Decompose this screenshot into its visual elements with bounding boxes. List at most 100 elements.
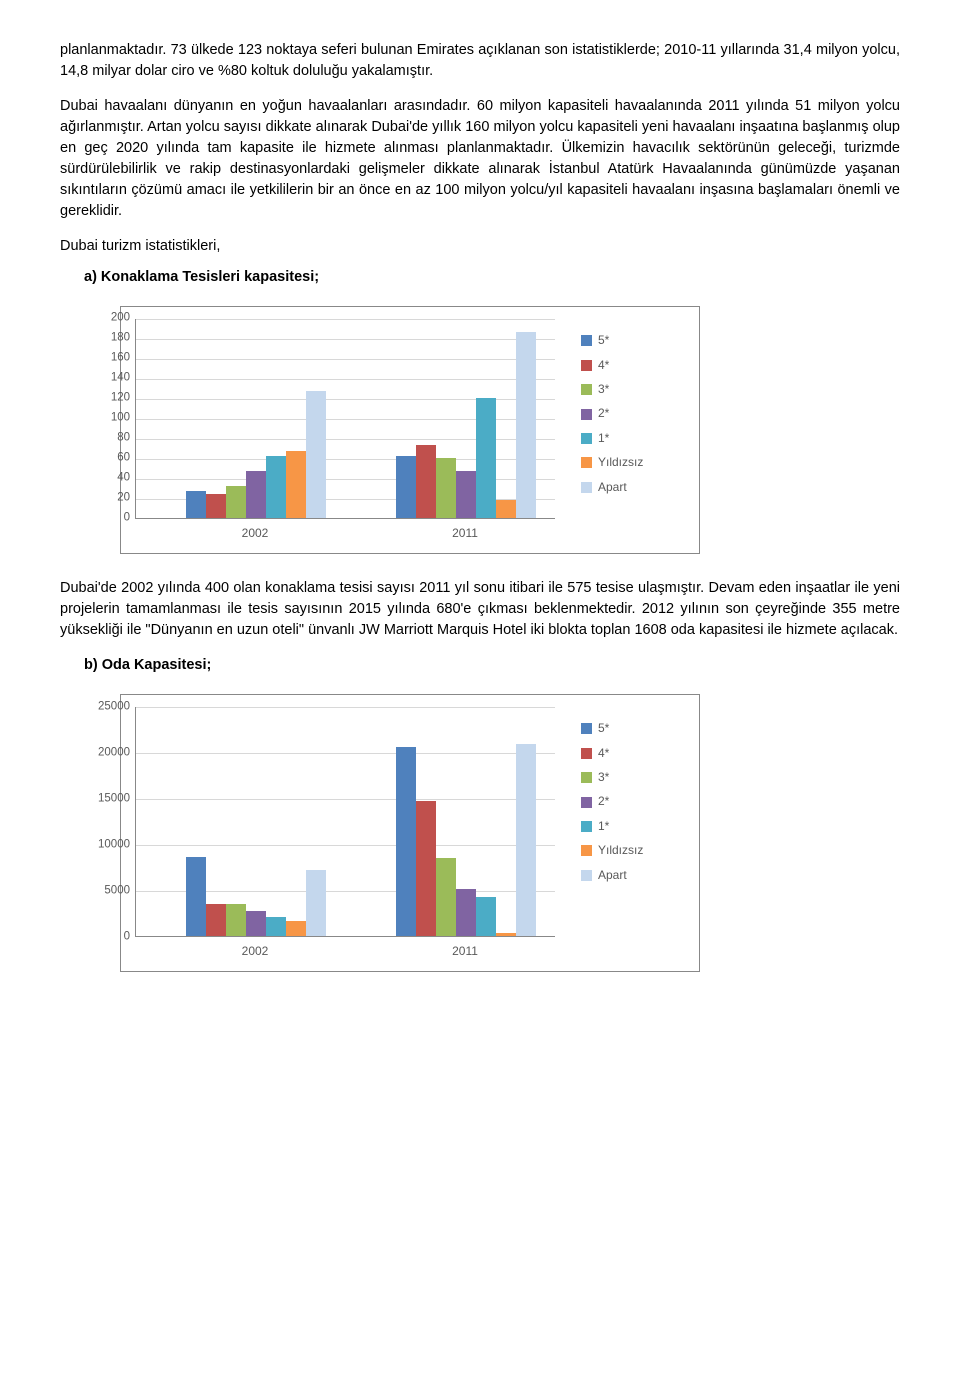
bar-1* — [476, 897, 496, 937]
y-tick-label: 200 — [111, 310, 136, 327]
legend-item: 3* — [581, 769, 643, 786]
bar-Yıldızsız — [286, 451, 306, 518]
legend-label: 3* — [598, 769, 609, 786]
y-tick-label: 60 — [117, 450, 136, 467]
legend-swatch — [581, 797, 592, 808]
legend-swatch — [581, 748, 592, 759]
legend-item: Apart — [581, 479, 643, 496]
bar-group — [186, 391, 326, 518]
legend-item: 4* — [581, 745, 643, 762]
legend-label: Apart — [598, 479, 627, 496]
accommodation-capacity-chart: 020406080100120140160180200 2002 2011 5* 4* 3… — [120, 306, 700, 554]
y-tick-label: 15000 — [98, 790, 136, 807]
mid-paragraph: Dubai'de 2002 yılında 400 olan konaklama… — [60, 578, 900, 641]
chart-1-container: 020406080100120140160180200 2002 2011 5* 4* 3… — [120, 306, 900, 554]
legend-item: 2* — [581, 405, 643, 422]
legend-item: 4* — [581, 357, 643, 374]
legend-label: 2* — [598, 405, 609, 422]
bar-Apart — [516, 332, 536, 518]
bar-Apart — [306, 391, 326, 518]
legend-item: 1* — [581, 818, 643, 835]
legend-item: Yıldızsız — [581, 842, 643, 859]
legend-item: 1* — [581, 430, 643, 447]
bar-1* — [266, 456, 286, 518]
y-tick-label: 25000 — [98, 698, 136, 715]
legend-swatch — [581, 870, 592, 881]
legend-item: 5* — [581, 332, 643, 349]
y-tick-label: 180 — [111, 330, 136, 347]
bar-Yıldızsız — [496, 500, 516, 518]
legend-swatch — [581, 409, 592, 420]
gridline — [136, 707, 555, 708]
legend-swatch — [581, 482, 592, 493]
legend-item: 5* — [581, 720, 643, 737]
legend-swatch — [581, 360, 592, 371]
bar-group — [396, 332, 536, 518]
bar-2* — [246, 471, 266, 518]
intro-paragraph-1: planlanmaktadır. 73 ülkede 123 noktaya s… — [60, 40, 900, 82]
legend-swatch — [581, 335, 592, 346]
y-tick-label: 5000 — [104, 882, 136, 899]
legend-swatch — [581, 772, 592, 783]
bar-Apart — [516, 744, 536, 936]
legend-label: 4* — [598, 357, 609, 374]
legend-label: 5* — [598, 720, 609, 737]
y-tick-label: 140 — [111, 370, 136, 387]
legend-label: 3* — [598, 381, 609, 398]
legend-label: 1* — [598, 818, 609, 835]
legend-item: 2* — [581, 793, 643, 810]
legend: 5* 4* 3* 2* 1* Yıldızsız Apart — [581, 713, 643, 891]
y-tick-label: 160 — [111, 350, 136, 367]
y-tick-label: 100 — [111, 410, 136, 427]
bar-Yıldızsız — [286, 921, 306, 937]
legend-swatch — [581, 821, 592, 832]
x-tick-label: 2002 — [185, 525, 325, 542]
legend-label: Yıldızsız — [598, 454, 643, 471]
legend: 5* 4* 3* 2* 1* Yıldızsız Apart — [581, 325, 643, 503]
legend-item: 3* — [581, 381, 643, 398]
legend-swatch — [581, 845, 592, 856]
plot: 020406080100120140160180200 — [135, 319, 555, 519]
bar-4* — [206, 904, 226, 936]
y-tick-label: 10000 — [98, 836, 136, 853]
legend-swatch — [581, 457, 592, 468]
list-item-b: b) Oda Kapasitesi; — [84, 655, 900, 676]
x-tick-label: 2011 — [395, 525, 535, 542]
y-tick-label: 0 — [124, 928, 136, 945]
legend-item: Apart — [581, 867, 643, 884]
bar-4* — [206, 494, 226, 518]
room-capacity-chart: 0500010000150002000025000200220115*4*3*2… — [120, 694, 700, 972]
list-item-a: a) Konaklama Tesisleri kapasitesi; — [84, 267, 900, 288]
stats-heading: Dubai turizm istatistikleri, — [60, 236, 900, 257]
bar-4* — [416, 801, 436, 936]
legend-label: 4* — [598, 745, 609, 762]
legend-label: Yıldızsız — [598, 842, 643, 859]
bar-1* — [476, 398, 496, 518]
bar-5* — [186, 857, 206, 936]
bar-3* — [226, 486, 246, 518]
bar-1* — [266, 917, 286, 936]
y-tick-label: 20 — [117, 490, 136, 507]
bar-2* — [456, 471, 476, 518]
bar-3* — [226, 904, 246, 936]
y-tick-label: 0 — [124, 510, 136, 527]
bar-group — [396, 744, 536, 936]
y-tick-label: 120 — [111, 390, 136, 407]
legend-label: 2* — [598, 793, 609, 810]
x-tick-label: 2002 — [185, 943, 325, 960]
bar-5* — [396, 456, 416, 518]
legend-swatch — [581, 723, 592, 734]
chart-2-container: 0500010000150002000025000200220115*4*3*2… — [120, 694, 900, 972]
legend-swatch — [581, 384, 592, 395]
bar-5* — [396, 747, 416, 937]
legend-label: Apart — [598, 867, 627, 884]
gridline — [136, 319, 555, 320]
bar-4* — [416, 445, 436, 518]
legend-item: Yıldızsız — [581, 454, 643, 471]
bar-5* — [186, 491, 206, 518]
chart-plot-area: 020406080100120140160180200 2002 2011 — [135, 319, 555, 543]
legend-swatch — [581, 433, 592, 444]
plot: 0500010000150002000025000 — [135, 707, 555, 937]
bar-Apart — [306, 870, 326, 936]
bar-group — [186, 857, 326, 936]
